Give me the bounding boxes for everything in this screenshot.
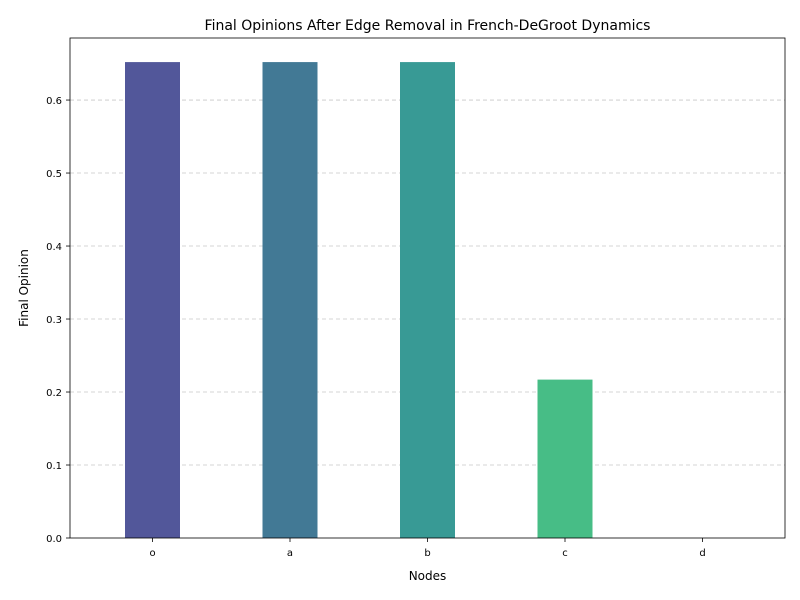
y-tick-label: 0.6: [46, 96, 62, 107]
bars: [125, 62, 593, 539]
y-tick-label: 0.5: [46, 169, 62, 180]
x-tick-label-a: a: [287, 548, 293, 559]
bar-c: [537, 379, 593, 538]
bar-b: [400, 62, 455, 539]
y-tick-label: 0.4: [46, 242, 62, 253]
bar-a: [262, 62, 318, 539]
x-tick-label-b: b: [424, 548, 430, 559]
x-axis-label: Nodes: [409, 569, 447, 583]
y-tick-label: 0.1: [46, 461, 62, 472]
x-tick-label-o: o: [149, 548, 155, 559]
y-axis-label: Final Opinion: [17, 249, 31, 327]
y-tick-label: 0.3: [46, 315, 62, 326]
bar-o: [125, 62, 180, 539]
x-tick-label-d: d: [699, 548, 705, 559]
y-axis-ticks: 0.0 0.1 0.2 0.3 0.4 0.5 0.6: [46, 96, 70, 545]
y-tick-label: 0.0: [46, 534, 62, 545]
chart-title: Final Opinions After Edge Removal in Fre…: [205, 18, 651, 34]
y-tick-label: 0.2: [46, 388, 62, 399]
x-tick-label-c: c: [562, 548, 568, 559]
